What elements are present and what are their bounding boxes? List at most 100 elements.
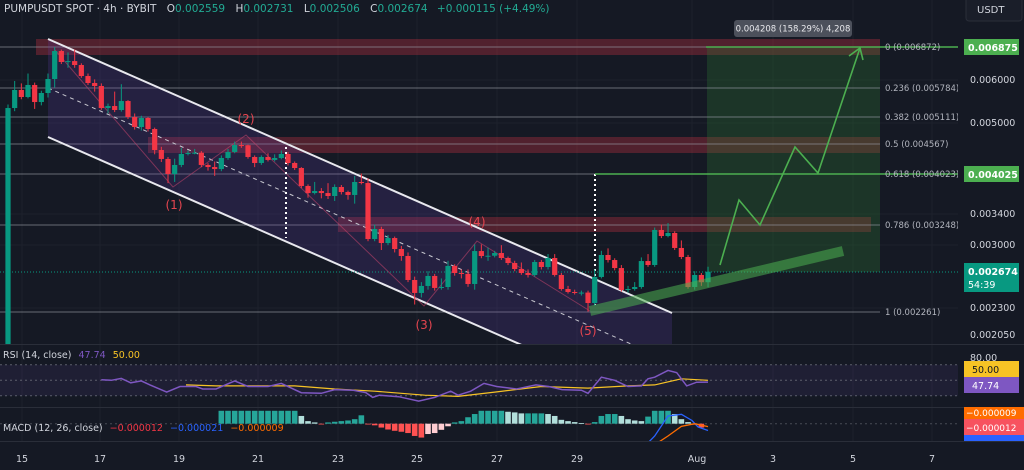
macd-legend[interactable]: MACD (12, 26, close) −0.000012 −0.000021… [3, 423, 288, 434]
candle [292, 161, 298, 171]
candle [492, 250, 498, 258]
candle [165, 157, 171, 184]
candle [212, 161, 218, 176]
candle [612, 258, 618, 271]
macd-hist-bar [218, 410, 225, 424]
macd-hist-bar [438, 423, 445, 430]
long-position-target-zone[interactable] [707, 47, 880, 272]
macd-hist-bar [678, 419, 685, 424]
candle [438, 278, 444, 290]
rsi-value: 47.74 [78, 350, 106, 361]
rsi-ma-line[interactable] [185, 378, 709, 398]
candle [632, 282, 638, 291]
macd-hist-bar [291, 410, 298, 424]
signal-line[interactable] [651, 423, 709, 447]
candle [658, 224, 664, 239]
candle-body [378, 229, 384, 244]
candles [5, 47, 711, 344]
candle-body [298, 168, 304, 186]
macd-axis[interactable]: −0.000009 −0.000012 [964, 407, 1024, 441]
channel-upper-line[interactable] [47, 38, 673, 314]
candle-body [685, 256, 691, 288]
candle [12, 80, 18, 112]
candle [652, 227, 658, 267]
channel-lower-line[interactable] [47, 136, 672, 411]
candle-body [665, 232, 671, 237]
macd-hist-bar [425, 423, 431, 435]
rsi-axis[interactable]: 80.00 50.00 47.74 [964, 353, 1019, 393]
candle [92, 79, 98, 92]
candle-body [432, 275, 438, 288]
symbol-legend[interactable]: PUMPUSDT SPOT · 4h · BYBIT O0.002559 H0.… [4, 3, 550, 15]
macd-hist-bar [231, 410, 238, 424]
currency-button[interactable] [965, 0, 1023, 22]
candle-body [678, 247, 684, 257]
macd-title: MACD (12, 26, close) [3, 423, 103, 434]
candle-body [85, 76, 91, 83]
rsi-line[interactable] [101, 369, 709, 402]
candle [18, 83, 24, 100]
macd-hist-bar [645, 416, 651, 424]
candle-body [698, 274, 704, 283]
candle-body [272, 157, 278, 160]
candle-body [58, 51, 64, 63]
macd-hist-bar [631, 420, 638, 424]
price-tick: 0.003000 [970, 240, 1015, 251]
candle-body [172, 164, 178, 175]
candle [645, 254, 651, 267]
macd-hist-bar [465, 417, 471, 424]
support-trendline[interactable] [588, 246, 845, 316]
candle [132, 113, 138, 130]
candle [232, 141, 238, 154]
projected-path-arrow[interactable] [719, 47, 861, 266]
low-label: L [303, 3, 310, 15]
time-tick: 3 [770, 454, 776, 465]
candle-body [398, 249, 404, 256]
candle-body [38, 92, 44, 103]
rsi-legend[interactable]: RSI (14, close) 47.74 50.00 [3, 350, 144, 361]
candle-body [245, 145, 251, 157]
candle-body [98, 85, 104, 109]
macd-hist-bar [265, 410, 271, 424]
fib-label-0786: 0.786 (0.003248) [885, 221, 959, 231]
time-tick: 19 [173, 454, 185, 465]
candle-body [72, 61, 78, 66]
bar-countdown: 54:39 [968, 280, 995, 291]
macd-line-value: −0.000021 [170, 423, 224, 434]
resistance-zone[interactable] [148, 137, 880, 153]
macd-line[interactable] [644, 413, 709, 447]
channel-midline[interactable] [47, 87, 672, 362]
macd-hist-bar [638, 421, 645, 424]
candle-body [512, 263, 518, 270]
time-tick: 23 [332, 454, 344, 465]
candle-body [292, 162, 298, 169]
macd-hist-bar [325, 422, 331, 424]
candle [552, 254, 558, 277]
candle-body [492, 253, 498, 256]
candle-body [592, 276, 598, 303]
candle [558, 272, 564, 291]
price-tick: 0.002300 [970, 303, 1015, 314]
candle [252, 155, 258, 168]
candle-body [352, 181, 358, 195]
time-tick: 29 [571, 454, 583, 465]
elliott-wave-path[interactable] [54, 49, 591, 312]
rsi-badge-value: 47.74 [972, 381, 999, 392]
macd-hist-bar [251, 410, 258, 424]
rsi-band-background [0, 364, 958, 396]
price-axis[interactable]: USDT 0.006000 0.005000 0.003400 0.003000… [964, 0, 1023, 341]
wave-label-2: (2) [238, 112, 255, 126]
candle-body [465, 273, 471, 284]
candle-body [572, 291, 578, 293]
macd-hist-bar [651, 410, 658, 424]
close-label: C [370, 3, 378, 15]
candle [345, 190, 351, 200]
candle-body [338, 186, 344, 193]
candle-body [332, 186, 338, 197]
candle [225, 148, 231, 160]
time-axis[interactable]: 15 17 19 21 23 25 27 29 Aug 3 5 7 [16, 454, 935, 465]
macd-hist-bar [658, 410, 665, 424]
candle-body [545, 258, 551, 267]
candle [378, 226, 384, 250]
